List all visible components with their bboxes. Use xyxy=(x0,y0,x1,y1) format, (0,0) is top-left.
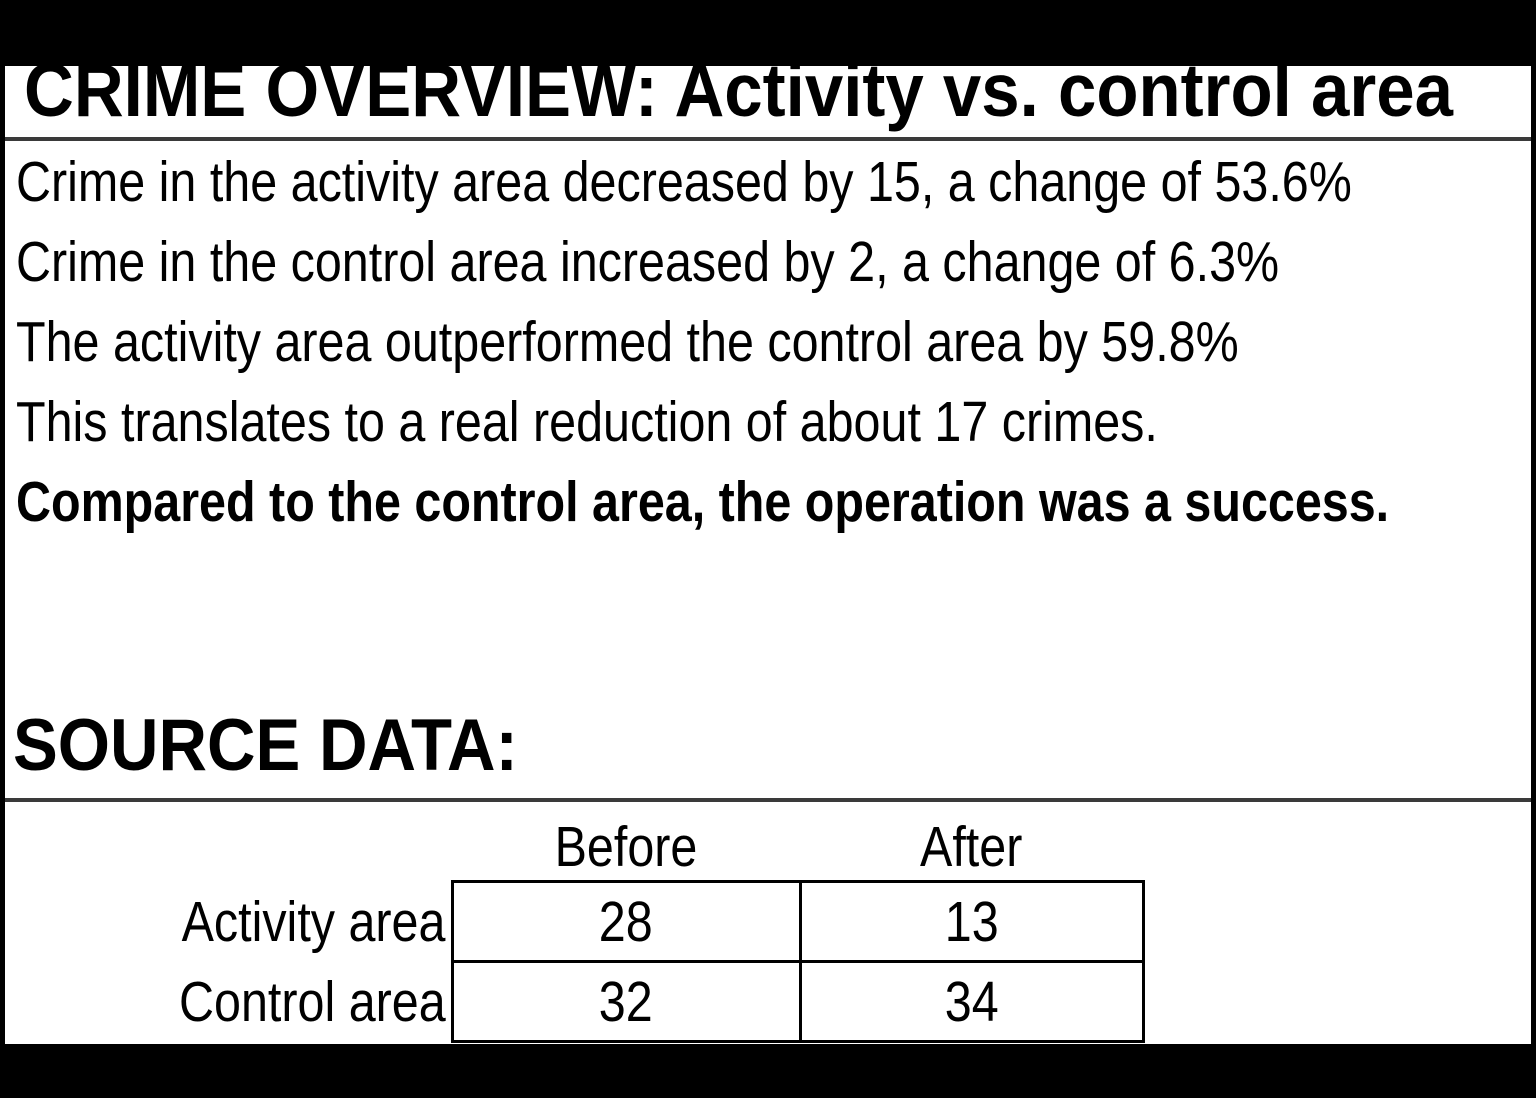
title-divider xyxy=(5,137,1531,141)
table-corner-cell xyxy=(5,814,452,882)
summary-line-outperformed: The activity area outperformed the contr… xyxy=(16,310,1239,374)
cell-activity-before: 28 xyxy=(450,880,802,963)
source-data-heading: SOURCE DATA: xyxy=(13,705,518,786)
report-title-text: CRIME OVERVIEW: Activity vs. control are… xyxy=(24,48,1453,132)
column-header-after: After xyxy=(920,815,1023,879)
table-header-row: Before After xyxy=(5,814,1143,882)
table-row-activity: Activity area 28 13 xyxy=(5,880,1145,963)
summary-block: Crime in the activity area decreased by … xyxy=(16,142,1536,542)
report-title: CRIME OVERVIEW: Activity vs. control are… xyxy=(24,53,1536,128)
row-label-activity-area: Activity area xyxy=(181,889,446,954)
conclusion-line: Compared to the control area, the operat… xyxy=(16,470,1390,534)
cell-control-after: 34 xyxy=(798,960,1145,1043)
summary-line-reduction: This translates to a real reduction of a… xyxy=(16,390,1158,454)
column-header-before: Before xyxy=(554,815,698,879)
source-data-divider xyxy=(5,798,1531,802)
row-label-control-area: Control area xyxy=(178,969,446,1034)
summary-line-control: Crime in the control area increased by 2… xyxy=(16,230,1280,294)
source-data-table: Before After Activity area 28 13 Control… xyxy=(5,814,1145,1043)
table-row-control: Control area 32 34 xyxy=(5,960,1145,1043)
cell-control-before: 32 xyxy=(450,960,802,1043)
summary-line-activity: Crime in the activity area decreased by … xyxy=(16,150,1352,214)
content-sheet: CRIME OVERVIEW: Activity vs. control are… xyxy=(5,53,1531,1044)
cell-activity-after: 13 xyxy=(798,880,1145,963)
